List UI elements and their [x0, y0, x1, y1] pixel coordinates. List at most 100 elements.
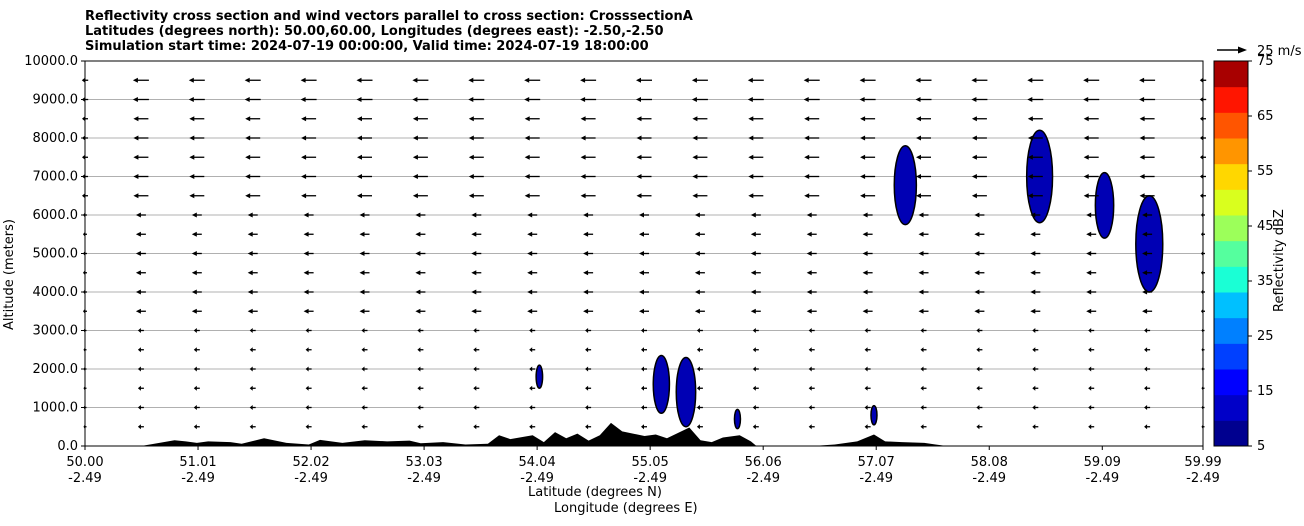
wind-vector-head — [1027, 97, 1033, 102]
wind-vector-head — [527, 251, 533, 256]
wind-vector-head — [468, 154, 474, 160]
colorbar-segment — [1214, 215, 1248, 242]
wind-vector-head — [303, 270, 309, 276]
wind-vector-head — [585, 328, 589, 333]
wind-vector-head — [808, 424, 812, 430]
wind-vector-head — [1083, 154, 1089, 160]
wind-vector-head — [1088, 385, 1092, 391]
wind-vector-head — [580, 77, 586, 83]
wind-vector-head — [247, 251, 253, 256]
wind-vector-head — [696, 328, 700, 333]
wind-vector-head — [1032, 405, 1036, 410]
wind-vector-head — [524, 97, 530, 102]
wind-vector-head — [1083, 116, 1089, 122]
wind-vector-head — [305, 347, 309, 353]
colorbar-tick-label: 25 — [1257, 329, 1274, 344]
wind-vector-head — [471, 212, 477, 218]
wind-vector-head — [1086, 251, 1092, 256]
wind-vector-head — [691, 97, 697, 102]
wind-vector-head — [135, 212, 141, 218]
wind-vector-head — [750, 231, 756, 237]
wind-vector-head — [417, 385, 421, 391]
wind-vector-head — [920, 328, 924, 333]
wind-vector-head — [752, 424, 756, 430]
wind-vector-head — [808, 366, 812, 372]
wind-vector-head — [133, 116, 139, 122]
x-tick-label-lon: -2.49 — [859, 471, 893, 486]
wind-vector-head — [639, 308, 644, 314]
wind-vector-head — [1027, 193, 1033, 199]
wind-vector-head — [303, 231, 309, 237]
wind-vector-head — [361, 366, 365, 372]
wind-vector-head — [971, 193, 977, 199]
wind-vector-head — [132, 77, 138, 83]
wind-vector-head — [1200, 116, 1203, 122]
x-tick-label-lon: -2.49 — [520, 471, 554, 486]
wind-vector-head — [357, 174, 362, 179]
wind-vector-head — [971, 77, 977, 83]
wind-vector-head — [1200, 154, 1203, 160]
wind-vector-head — [1139, 193, 1145, 199]
wind-vector-head — [1200, 193, 1203, 199]
wind-vector-head — [1030, 231, 1036, 237]
wind-vector-head — [359, 308, 365, 314]
wind-vector-head — [974, 308, 980, 314]
wind-vector-head — [359, 289, 365, 295]
wind-vector-head — [585, 405, 589, 410]
y-tick-label: 7000.0 — [33, 170, 79, 185]
wind-vector-head — [417, 405, 421, 410]
wind-vector-head — [301, 193, 307, 199]
wind-vector-head — [191, 212, 197, 218]
wind-vector-head — [1083, 77, 1089, 83]
wind-vector-head — [971, 135, 977, 141]
wind-vector-head — [748, 193, 754, 199]
wind-vector-head — [191, 289, 197, 295]
wind-vector-head — [527, 212, 533, 218]
wind-vector-head — [585, 347, 589, 353]
wind-vector-head — [750, 289, 756, 295]
wind-vector-head — [920, 366, 924, 372]
wind-vector-head — [1139, 154, 1145, 160]
wind-vector-head — [415, 289, 421, 295]
wind-vector-head — [694, 270, 700, 276]
wind-vector-head — [417, 424, 421, 430]
wind-vector-head — [860, 154, 866, 160]
wind-vector-head — [918, 308, 924, 314]
wind-vector-head — [976, 385, 980, 391]
wind-vector-head — [974, 231, 980, 237]
wind-vector-head — [803, 97, 809, 102]
wind-vector-head — [189, 193, 195, 199]
wind-vector-head — [691, 77, 697, 83]
wind-vector-head — [303, 212, 309, 218]
wind-vector-head — [862, 289, 868, 295]
wind-vector-head — [696, 366, 700, 372]
wind-vector-head — [527, 270, 533, 276]
wind-vector-head — [971, 174, 977, 179]
wind-vector-head — [860, 174, 866, 179]
wind-vector-head — [804, 154, 810, 160]
wind-vector-head — [415, 270, 421, 276]
wind-vector-head — [417, 366, 421, 372]
wind-vector-head — [752, 328, 756, 333]
reflectivity-cell — [893, 144, 918, 226]
wind-vector-head — [1030, 289, 1036, 295]
terrain-profile — [85, 422, 1203, 446]
wind-vector-head — [417, 328, 421, 333]
chart-title-line3: Simulation start time: 2024-07-19 00:00:… — [85, 39, 649, 54]
wind-vector-head — [245, 174, 251, 179]
wind-vector-head — [696, 347, 700, 353]
wind-vector-head — [359, 251, 365, 256]
wind-vector-head — [1030, 251, 1036, 256]
wind-vector-head — [920, 347, 924, 353]
wind-vector-head — [636, 97, 641, 102]
wind-vector-head — [862, 270, 868, 276]
wind-vector-head — [1032, 366, 1036, 372]
wind-vector-head — [357, 193, 362, 199]
x-axis-label-latitude: Latitude (degrees N) — [528, 485, 662, 500]
wind-vector-head — [359, 270, 365, 276]
wind-vector-head — [747, 77, 753, 83]
wind-vector-head — [361, 424, 365, 430]
wind-vector-head — [636, 174, 642, 179]
wind-vector-head — [1144, 366, 1148, 372]
wind-vector-head — [915, 97, 921, 102]
